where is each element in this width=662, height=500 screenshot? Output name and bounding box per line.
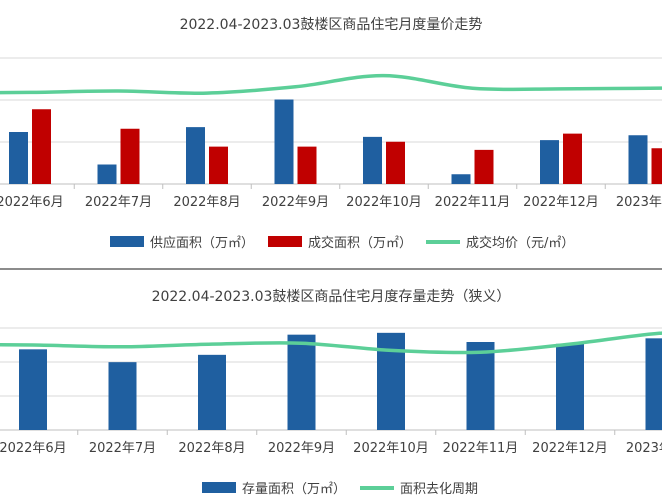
- chart-title-volume-price: 2022.04-2023.03鼓楼区商品住宅月度量价走势: [0, 14, 662, 34]
- x-tick-label: 2022年11月: [435, 195, 511, 210]
- x-tick-label: 2022年6月: [0, 195, 64, 210]
- bar-primary: [98, 165, 117, 185]
- bar-primary: [452, 174, 471, 184]
- bar-secondary: [209, 147, 228, 184]
- bar-primary: [467, 342, 495, 430]
- x-tick-label: 2022年10月: [346, 195, 422, 210]
- x-tick-label: 2022年7月: [89, 441, 156, 456]
- bar-primary: [646, 338, 662, 430]
- bar-secondary: [298, 147, 317, 184]
- x-tick-label: 2022年9月: [262, 195, 329, 210]
- bar-primary: [540, 140, 559, 184]
- bar-secondary: [121, 129, 140, 184]
- bar-secondary: [652, 148, 662, 184]
- bar-secondary: [563, 134, 582, 184]
- x-tick-label: 2023年1月: [616, 195, 662, 210]
- x-tick-label: 2022年7月: [85, 195, 152, 210]
- bar-primary: [109, 362, 137, 430]
- bar-primary: [556, 344, 584, 430]
- legend-label: 供应面积（万㎡）: [150, 235, 254, 251]
- legend-label: 成交均价（元/㎡）: [466, 235, 574, 251]
- legend-label: 存量面积（万㎡）: [242, 482, 346, 496]
- bar-primary: [363, 137, 382, 184]
- series-line: [0, 76, 662, 94]
- panel-divider: [0, 268, 662, 270]
- x-tick-label: 2022年6月: [0, 441, 67, 456]
- x-tick-label: 2022年10月: [353, 441, 429, 456]
- legend-label: 成交面积（万㎡）: [308, 235, 412, 251]
- x-tick-label: 2022年8月: [178, 441, 245, 456]
- legend-swatch: [268, 236, 302, 247]
- x-tick-label: 2022年9月: [268, 441, 335, 456]
- legend-label: 面积去化周期: [400, 482, 478, 496]
- x-tick-label: 2022年12月: [523, 195, 599, 210]
- legend-swatch: [202, 482, 236, 493]
- bar-secondary: [475, 150, 494, 184]
- bar-primary: [198, 355, 226, 430]
- bar-primary: [377, 333, 405, 430]
- bar-primary: [19, 349, 47, 430]
- bar-primary: [288, 335, 316, 430]
- legend-swatch: [110, 236, 144, 247]
- bar-primary: [629, 135, 648, 184]
- x-tick-label: 2023年1月: [626, 441, 662, 456]
- bar-primary: [9, 132, 28, 184]
- x-tick-label: 2022年11月: [443, 441, 519, 456]
- x-tick-label: 2022年12月: [532, 441, 608, 456]
- chart-title-inventory: 2022.04-2023.03鼓楼区商品住宅月度存量走势（狭义）: [0, 286, 662, 306]
- inventory-chart-panel: 2022.04-2023.03鼓楼区商品住宅月度存量走势（狭义） 2022年6月…: [0, 274, 662, 496]
- bar-primary: [186, 127, 205, 184]
- bar-primary: [275, 100, 294, 185]
- bar-secondary: [386, 142, 405, 184]
- x-tick-label: 2022年8月: [173, 195, 240, 210]
- bar-secondary: [32, 109, 51, 184]
